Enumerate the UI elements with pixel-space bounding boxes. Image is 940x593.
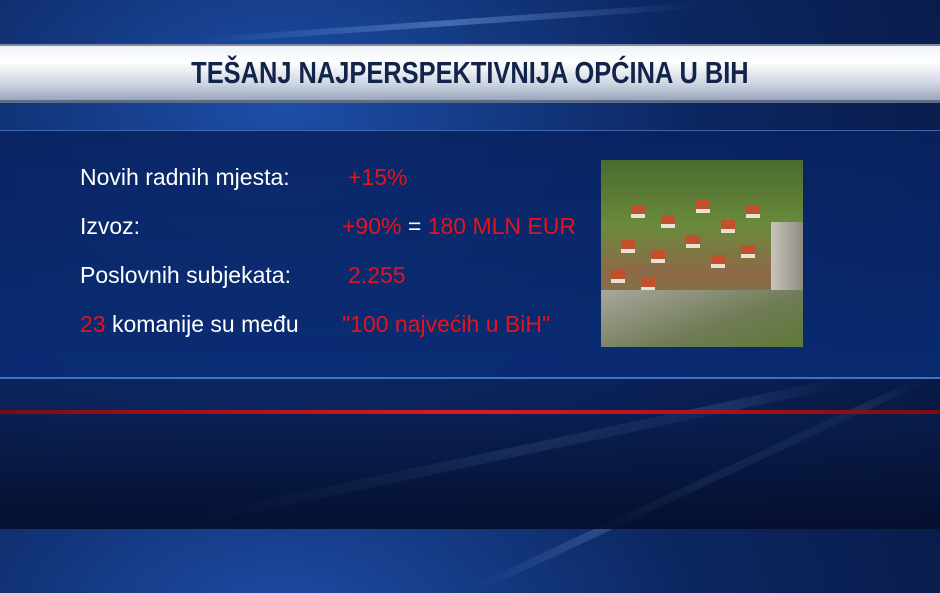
stat-row-companies: 23 komanije su među "100 najvećih u BiH": [80, 311, 550, 338]
stat-value-secondary: 180 MLN EUR: [427, 213, 576, 239]
title-bar: TEŠANJ NAJPERSPEKTIVNIJA OPĆINA U BIH: [0, 44, 940, 103]
stat-label: Poslovnih subjekata:: [80, 262, 291, 288]
stat-value: 2.255: [348, 262, 406, 288]
stat-value: "100 najvećih u BiH": [342, 311, 551, 337]
red-divider: [0, 410, 940, 414]
stat-label: Izvoz:: [80, 213, 141, 239]
stat-value: +90%: [342, 213, 402, 239]
equals-sign: =: [407, 213, 422, 239]
stat-prefix: 23: [80, 311, 106, 337]
lower-background: [0, 414, 940, 529]
aerial-town-fortress-photo: [601, 160, 803, 347]
light-streak: [200, 2, 700, 44]
stat-row-export: Izvoz: +90% = 180 MLN EUR: [80, 213, 576, 240]
stat-row-businesses: Poslovnih subjekata: 2.255: [80, 262, 406, 289]
stat-value: +15%: [348, 164, 408, 190]
stat-value-group: +90% = 180 MLN EUR: [342, 213, 576, 240]
stat-label: Novih radnih mjesta:: [80, 164, 290, 190]
headline: TEŠANJ NAJPERSPEKTIVNIJA OPĆINA U BIH: [191, 55, 749, 90]
stat-label: komanije su među: [111, 311, 299, 337]
stat-row-new-jobs: Novih radnih mjesta: +15%: [80, 164, 407, 191]
